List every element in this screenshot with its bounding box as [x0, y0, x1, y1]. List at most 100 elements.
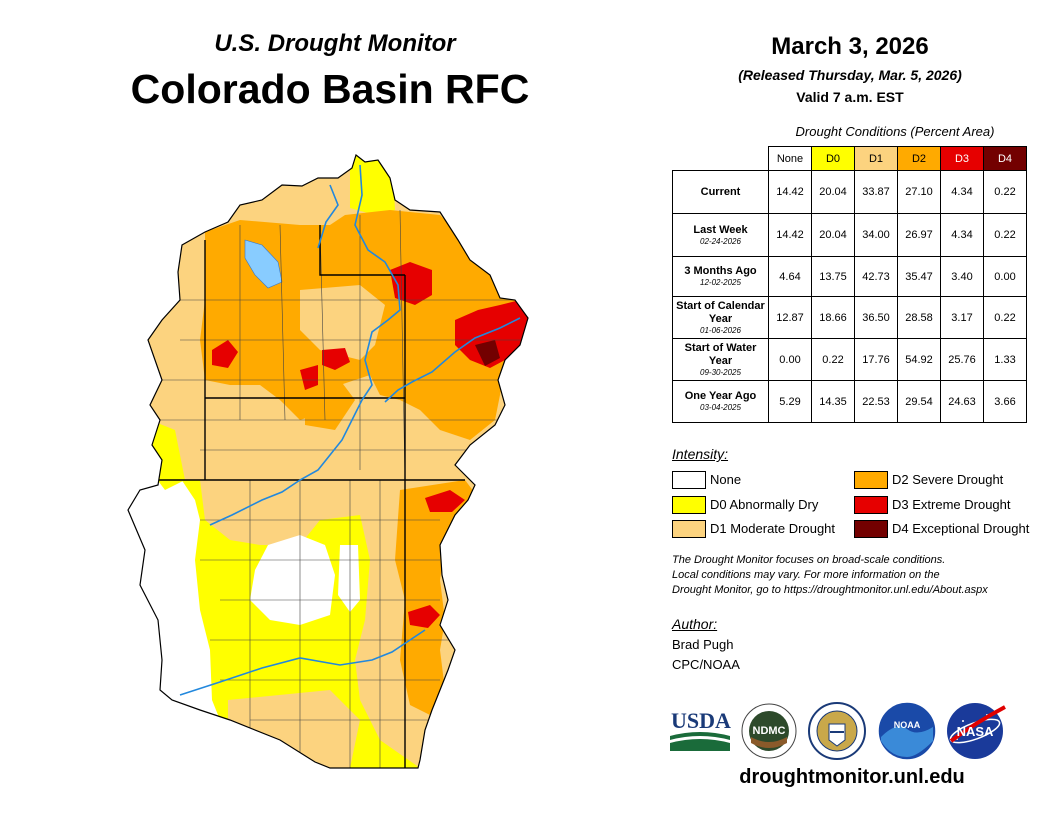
usda-logo: USDA [670, 708, 731, 751]
table-caption: Drought Conditions (Percent Area) [795, 124, 995, 139]
col-header-d2: D2 [897, 146, 941, 171]
d3-area-2 [455, 300, 528, 368]
legend-heading: Intensity: [672, 446, 729, 462]
row-date: 09-30-2025 [700, 367, 741, 377]
legend-label: None [710, 472, 742, 487]
table-cell: 17.76 [854, 338, 898, 381]
table-cell: 26.97 [897, 213, 941, 257]
map-title: Colorado Basin RFC [130, 66, 530, 112]
table-cell: 0.22 [983, 213, 1027, 257]
row-label: Start of Water Year 09-30-2025 [672, 338, 769, 381]
table-row: Start of Water Year 09-30-2025 0.00 0.22 17.… [672, 338, 1027, 381]
ndmc-logo: NDMC [741, 703, 797, 759]
table-cell: 4.64 [768, 256, 812, 297]
state-lines [128, 225, 465, 768]
author-org: CPC/NOAA [672, 657, 740, 672]
legend-swatch [672, 471, 706, 489]
table-cell: 1.33 [983, 338, 1027, 381]
legend-swatch [854, 471, 888, 489]
row-date: 12-02-2025 [700, 278, 741, 287]
table-cell: 29.54 [897, 380, 941, 423]
release-date: (Released Thursday, Mar. 5, 2026) [738, 67, 962, 83]
table-cell: 0.22 [811, 338, 855, 381]
table-cell: 3.40 [940, 256, 984, 297]
header-blank [673, 147, 769, 171]
map-subtitle: U.S. Drought Monitor [214, 30, 456, 57]
row-date: 01-06-2026 [700, 325, 741, 335]
row-label: Current [672, 170, 769, 214]
table-cell: 0.00 [768, 338, 812, 381]
table-cell: 22.53 [854, 380, 898, 423]
ndmc-text: NDMC [753, 725, 786, 737]
row-date: 02-24-2026 [700, 236, 741, 246]
drought-map [127, 153, 529, 769]
row-date: 03-04-2025 [700, 403, 741, 412]
table-cell: 0.22 [983, 170, 1027, 214]
author-name: Brad Pugh [672, 637, 734, 652]
legend-label: D3 Extreme Drought [892, 497, 1011, 512]
d4-area [475, 340, 500, 366]
table-header-row: None D0 D1 D2 D3 D4 [673, 146, 1027, 171]
row-label-text: Start of Water Year [684, 341, 757, 367]
row-label: Start of Calendar Year 01-06-2026 [672, 296, 769, 339]
table-cell: 13.75 [811, 256, 855, 297]
legend-swatch [672, 520, 706, 538]
legend-label: D1 Moderate Drought [710, 521, 836, 536]
table-cell: 12.87 [768, 296, 812, 339]
valid-time: Valid 7 a.m. EST [796, 89, 904, 105]
doi-seal [808, 702, 866, 760]
table-cell: 25.76 [940, 338, 984, 381]
nasa-logo: NASA [947, 703, 1006, 759]
d3-area-6 [425, 490, 465, 512]
rivers [179, 164, 521, 696]
none-area-small [338, 545, 360, 612]
table-cell: 0.00 [983, 256, 1027, 297]
table-cell: 20.04 [811, 170, 855, 214]
table-cell: 3.66 [983, 380, 1027, 423]
table-cell: 24.63 [940, 380, 984, 423]
website-url: droughtmonitor.unl.edu [739, 766, 965, 788]
table-cell: 4.34 [940, 170, 984, 214]
table-cell: 20.04 [811, 213, 855, 257]
row-label-text: 3 Months Ago [684, 265, 757, 277]
usda-text: USDA [671, 708, 731, 733]
legend-swatch [672, 496, 706, 514]
legend-swatch [854, 520, 888, 538]
d3-area-4 [300, 365, 318, 390]
table-cell: 14.42 [768, 213, 812, 257]
row-label-text: One Year Ago [684, 390, 757, 402]
table-cell: 36.50 [854, 296, 898, 339]
legend-swatch [854, 496, 888, 514]
d2-area-east [395, 480, 480, 715]
legend-label: D2 Severe Drought [892, 472, 1004, 487]
table-cell: 18.66 [811, 296, 855, 339]
table-cell: 33.87 [854, 170, 898, 214]
table-cell: 42.73 [854, 256, 898, 297]
row-label-text: Start of Calendar Year [676, 299, 765, 325]
note-line-3: Drought Monitor, go to https://droughtmo… [672, 584, 988, 596]
d1-area-south [228, 690, 360, 768]
d3-area-3 [212, 340, 238, 368]
table-cell: 0.22 [983, 296, 1027, 339]
county-lines [160, 209, 520, 768]
nasa-text: NASA [957, 724, 994, 739]
table-cell: 14.35 [811, 380, 855, 423]
table-cell: 3.17 [940, 296, 984, 339]
d0-area-north [350, 155, 395, 215]
col-header-d0: D0 [811, 146, 855, 171]
row-label: Last Week 02-24-2026 [672, 213, 769, 257]
table-cell: 35.47 [897, 256, 941, 297]
table-cell: 4.34 [940, 213, 984, 257]
great-salt-lake [244, 239, 283, 289]
table-row: Last Week 02-24-2026 14.42 20.04 34.00 26.97 4… [672, 213, 1027, 257]
col-header-none: None [768, 146, 812, 171]
row-label-text: Last Week [693, 223, 748, 236]
basin-outline [127, 153, 529, 769]
row-label-text: Current [700, 185, 741, 198]
d3-area-1 [390, 262, 432, 305]
d3-area-5 [322, 348, 350, 370]
note-line-1: The Drought Monitor focuses on broad-sca… [672, 554, 946, 566]
table-cell: 5.29 [768, 380, 812, 423]
noaa-text: NOAA [894, 720, 921, 730]
table-cell: 14.42 [768, 170, 812, 214]
